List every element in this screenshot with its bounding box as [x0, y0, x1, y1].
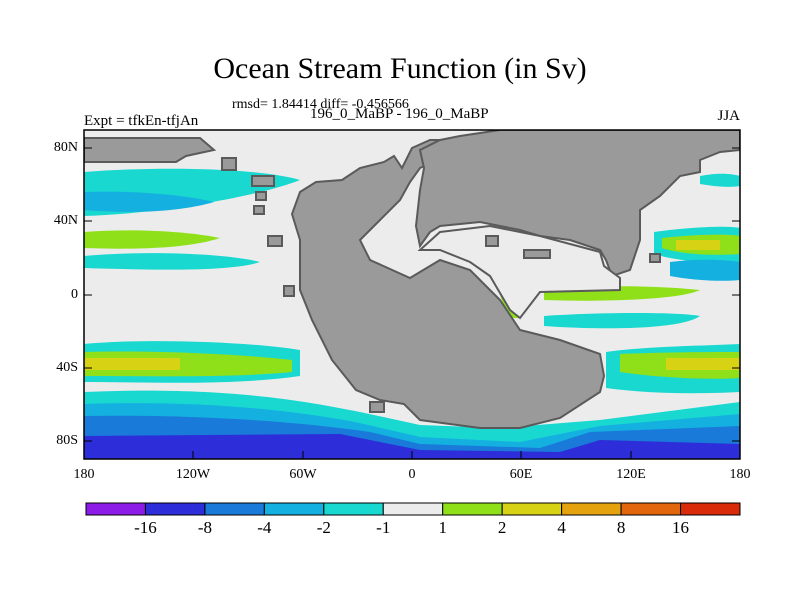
- colorbar-label-8: 8: [616, 518, 626, 537]
- east-lightblue-band: [670, 259, 740, 281]
- experiment-label: Expt = tfkEn-tfjAn: [84, 113, 199, 129]
- difference-label: 196_0_MaBP - 196_0_MaBP: [310, 106, 489, 122]
- lat-label-80n: 80N: [53, 140, 78, 155]
- island-5: [267, 235, 283, 247]
- colorbar-box-10: [680, 502, 741, 516]
- arctic-landmass: [84, 137, 217, 163]
- colorbar-label-3: -2: [316, 518, 331, 537]
- island-7: [485, 235, 499, 247]
- colorbar-box-3: [263, 502, 325, 516]
- inland-sea: [417, 224, 621, 320]
- southern-continent: [290, 134, 606, 429]
- colorbar-label-2: -4: [257, 518, 272, 537]
- island-10: [369, 401, 385, 413]
- south-subtropical-green: [84, 351, 292, 377]
- southern-darkblue-band: [84, 434, 740, 459]
- northeast-cyan-patch: [700, 173, 740, 187]
- colorbar-box-2: [204, 502, 265, 516]
- colorbar: [85, 502, 741, 516]
- colorbar-label-0: -16: [134, 518, 157, 537]
- lat-label-40n: 40N: [53, 213, 78, 228]
- colorbar-label-7: 4: [557, 518, 566, 537]
- south-subtropical-yellow-east: [666, 358, 740, 370]
- colorbar-box-4: [323, 502, 384, 516]
- lon-label-120e: 120E: [616, 467, 646, 482]
- colorbar-label-9: 16: [672, 518, 690, 537]
- island-2: [251, 175, 275, 187]
- colorbar-label-5: 1: [438, 518, 447, 537]
- season-label: JJA: [717, 108, 740, 124]
- island-9: [649, 253, 661, 263]
- colorbar-box-5: [382, 502, 444, 516]
- colorbar-box-9: [620, 502, 682, 516]
- island-3: [255, 191, 267, 201]
- island-8: [523, 249, 551, 259]
- island-1: [221, 157, 237, 171]
- colorbar-label-4: -1: [376, 518, 391, 537]
- lon-label-0: 0: [408, 467, 416, 482]
- lat-tick-marks: [84, 147, 740, 442]
- north-tropical-cyan: [84, 253, 260, 270]
- lat-label-0: 0: [71, 287, 78, 302]
- island-4: [253, 205, 265, 215]
- lon-label-60e: 60E: [509, 467, 533, 482]
- lon-label-180e: 180: [729, 467, 751, 482]
- colorbar-label-6: 2: [497, 518, 507, 537]
- lat-label-40s: 40S: [56, 360, 78, 375]
- colorbar-box-6: [442, 502, 503, 516]
- colorbar-box-1: [144, 502, 206, 516]
- colorbar-label-1: -8: [197, 518, 212, 537]
- island-6: [283, 285, 295, 297]
- colorbar-box-8: [561, 502, 622, 516]
- colorbar-box-7: [501, 502, 563, 516]
- lat-label-80s: 80S: [56, 433, 78, 448]
- north-subtropical-green: [84, 230, 220, 249]
- plot-title: Ocean Stream Function (in Sv): [213, 52, 587, 85]
- north-lightblue-band: [84, 191, 214, 212]
- map-field: [84, 130, 740, 459]
- lon-label-120w: 120W: [175, 467, 211, 482]
- stats-label: rmsd= 1.84414 diff= -0.456566: [232, 97, 409, 112]
- lon-label-60w: 60W: [289, 467, 317, 482]
- south-subtropical-yellow: [84, 358, 180, 370]
- lon-tick-marks: [83, 451, 741, 459]
- tropical-cyan-band: [544, 313, 700, 329]
- east-yellow-band: [676, 240, 720, 250]
- colorbar-box-0: [85, 502, 146, 516]
- lon-label-180w: 180: [73, 467, 95, 482]
